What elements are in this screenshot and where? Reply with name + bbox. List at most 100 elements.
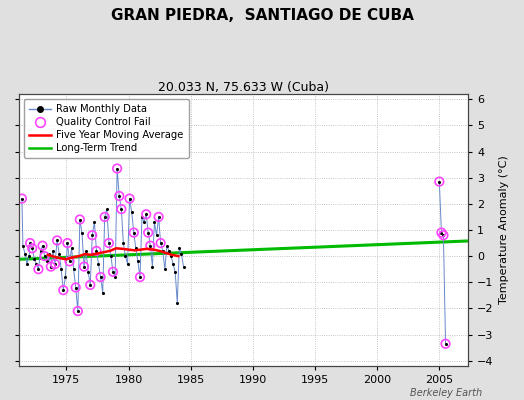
- Point: [51, 261, 59, 267]
- Point: [94, 261, 103, 267]
- Point: [38, 242, 47, 249]
- Point: [86, 282, 94, 288]
- Point: [30, 256, 39, 262]
- Point: [59, 287, 68, 293]
- Point: [105, 240, 113, 246]
- Point: [165, 248, 173, 254]
- Y-axis label: Temperature Anomaly (°C): Temperature Anomaly (°C): [499, 156, 509, 304]
- Point: [123, 261, 132, 267]
- Point: [26, 240, 34, 246]
- Point: [169, 261, 177, 267]
- Point: [146, 242, 155, 249]
- Point: [113, 165, 122, 172]
- Point: [117, 206, 126, 212]
- Point: [72, 284, 80, 291]
- Point: [148, 263, 157, 270]
- Point: [47, 263, 55, 270]
- Point: [113, 165, 122, 172]
- Point: [134, 258, 142, 264]
- Point: [150, 219, 159, 225]
- Point: [109, 269, 117, 275]
- Point: [47, 263, 55, 270]
- Point: [74, 308, 82, 314]
- Point: [36, 248, 45, 254]
- Point: [28, 245, 36, 252]
- Point: [68, 245, 76, 252]
- Point: [80, 263, 88, 270]
- Point: [66, 258, 74, 264]
- Point: [74, 308, 82, 314]
- Point: [157, 240, 165, 246]
- Point: [96, 274, 105, 280]
- Point: [63, 240, 72, 246]
- Point: [90, 219, 99, 225]
- Point: [38, 242, 47, 249]
- Point: [159, 248, 167, 254]
- Point: [435, 178, 443, 185]
- Point: [161, 266, 169, 272]
- Point: [162, 242, 171, 249]
- Point: [107, 253, 115, 259]
- Point: [88, 232, 96, 238]
- Point: [51, 261, 59, 267]
- Point: [53, 237, 61, 244]
- Point: [437, 230, 445, 236]
- Point: [69, 266, 78, 272]
- Point: [105, 240, 113, 246]
- Point: [109, 269, 117, 275]
- Point: [92, 248, 101, 254]
- Point: [117, 206, 126, 212]
- Point: [42, 258, 51, 264]
- Point: [144, 230, 152, 236]
- Point: [80, 263, 88, 270]
- Point: [115, 193, 124, 199]
- Point: [146, 242, 155, 249]
- Point: [63, 240, 72, 246]
- Point: [179, 263, 188, 270]
- Point: [40, 253, 49, 259]
- Point: [103, 206, 111, 212]
- Point: [84, 269, 92, 275]
- Point: [88, 232, 96, 238]
- Point: [61, 274, 70, 280]
- Point: [136, 274, 144, 280]
- Point: [125, 196, 134, 202]
- Point: [129, 230, 138, 236]
- Point: [21, 250, 29, 257]
- Text: Berkeley Earth: Berkeley Earth: [410, 388, 482, 398]
- Point: [26, 240, 34, 246]
- Point: [173, 300, 181, 306]
- Point: [72, 284, 80, 291]
- Point: [140, 219, 148, 225]
- Point: [34, 266, 42, 272]
- Point: [96, 274, 105, 280]
- Point: [92, 248, 101, 254]
- Point: [40, 253, 49, 259]
- Point: [129, 230, 138, 236]
- Point: [127, 208, 136, 215]
- Point: [86, 282, 94, 288]
- Point: [155, 214, 163, 220]
- Point: [18, 196, 26, 202]
- Legend: Raw Monthly Data, Quality Control Fail, Five Year Moving Average, Long-Term Tren: Raw Monthly Data, Quality Control Fail, …: [24, 99, 189, 158]
- Point: [55, 250, 63, 257]
- Point: [441, 340, 450, 347]
- Point: [157, 240, 165, 246]
- Point: [101, 214, 109, 220]
- Title: 20.033 N, 75.633 W (Cuba): 20.033 N, 75.633 W (Cuba): [158, 81, 329, 94]
- Point: [57, 266, 66, 272]
- Point: [155, 214, 163, 220]
- Point: [75, 216, 84, 223]
- Point: [439, 232, 447, 238]
- Point: [78, 230, 86, 236]
- Point: [136, 274, 144, 280]
- Point: [23, 261, 31, 267]
- Point: [121, 253, 129, 259]
- Point: [171, 269, 179, 275]
- Point: [144, 230, 152, 236]
- Point: [19, 242, 27, 249]
- Point: [437, 230, 445, 236]
- Point: [28, 245, 36, 252]
- Point: [177, 250, 185, 257]
- Point: [152, 232, 161, 238]
